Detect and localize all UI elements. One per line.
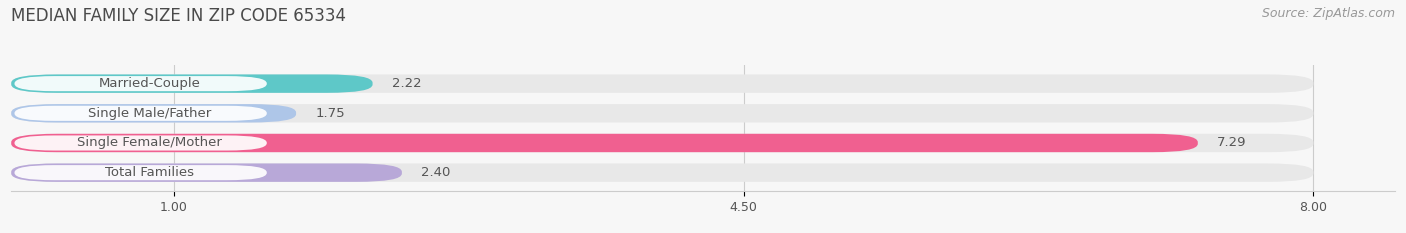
FancyBboxPatch shape — [11, 164, 402, 182]
Text: Married-Couple: Married-Couple — [98, 77, 201, 90]
FancyBboxPatch shape — [11, 74, 373, 93]
Text: 1.75: 1.75 — [315, 107, 346, 120]
FancyBboxPatch shape — [11, 104, 1313, 123]
FancyBboxPatch shape — [14, 135, 267, 151]
Text: Total Families: Total Families — [105, 166, 194, 179]
FancyBboxPatch shape — [11, 74, 1313, 93]
Text: 2.22: 2.22 — [392, 77, 422, 90]
Text: Single Male/Father: Single Male/Father — [89, 107, 211, 120]
FancyBboxPatch shape — [14, 76, 267, 91]
FancyBboxPatch shape — [14, 165, 267, 180]
Text: 7.29: 7.29 — [1218, 137, 1247, 150]
FancyBboxPatch shape — [11, 134, 1313, 152]
Text: Single Female/Mother: Single Female/Mother — [77, 137, 222, 150]
FancyBboxPatch shape — [11, 134, 1198, 152]
FancyBboxPatch shape — [11, 164, 1313, 182]
Text: MEDIAN FAMILY SIZE IN ZIP CODE 65334: MEDIAN FAMILY SIZE IN ZIP CODE 65334 — [11, 7, 346, 25]
FancyBboxPatch shape — [14, 106, 267, 121]
Text: 2.40: 2.40 — [422, 166, 451, 179]
FancyBboxPatch shape — [11, 104, 297, 123]
Text: Source: ZipAtlas.com: Source: ZipAtlas.com — [1261, 7, 1395, 20]
